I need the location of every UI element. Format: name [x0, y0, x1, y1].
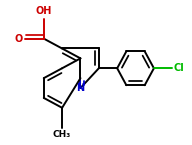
- Text: O: O: [14, 34, 23, 44]
- Text: N: N: [76, 83, 84, 93]
- Text: OH: OH: [36, 6, 52, 16]
- Text: CH₃: CH₃: [53, 130, 71, 139]
- Text: Cl: Cl: [174, 63, 184, 73]
